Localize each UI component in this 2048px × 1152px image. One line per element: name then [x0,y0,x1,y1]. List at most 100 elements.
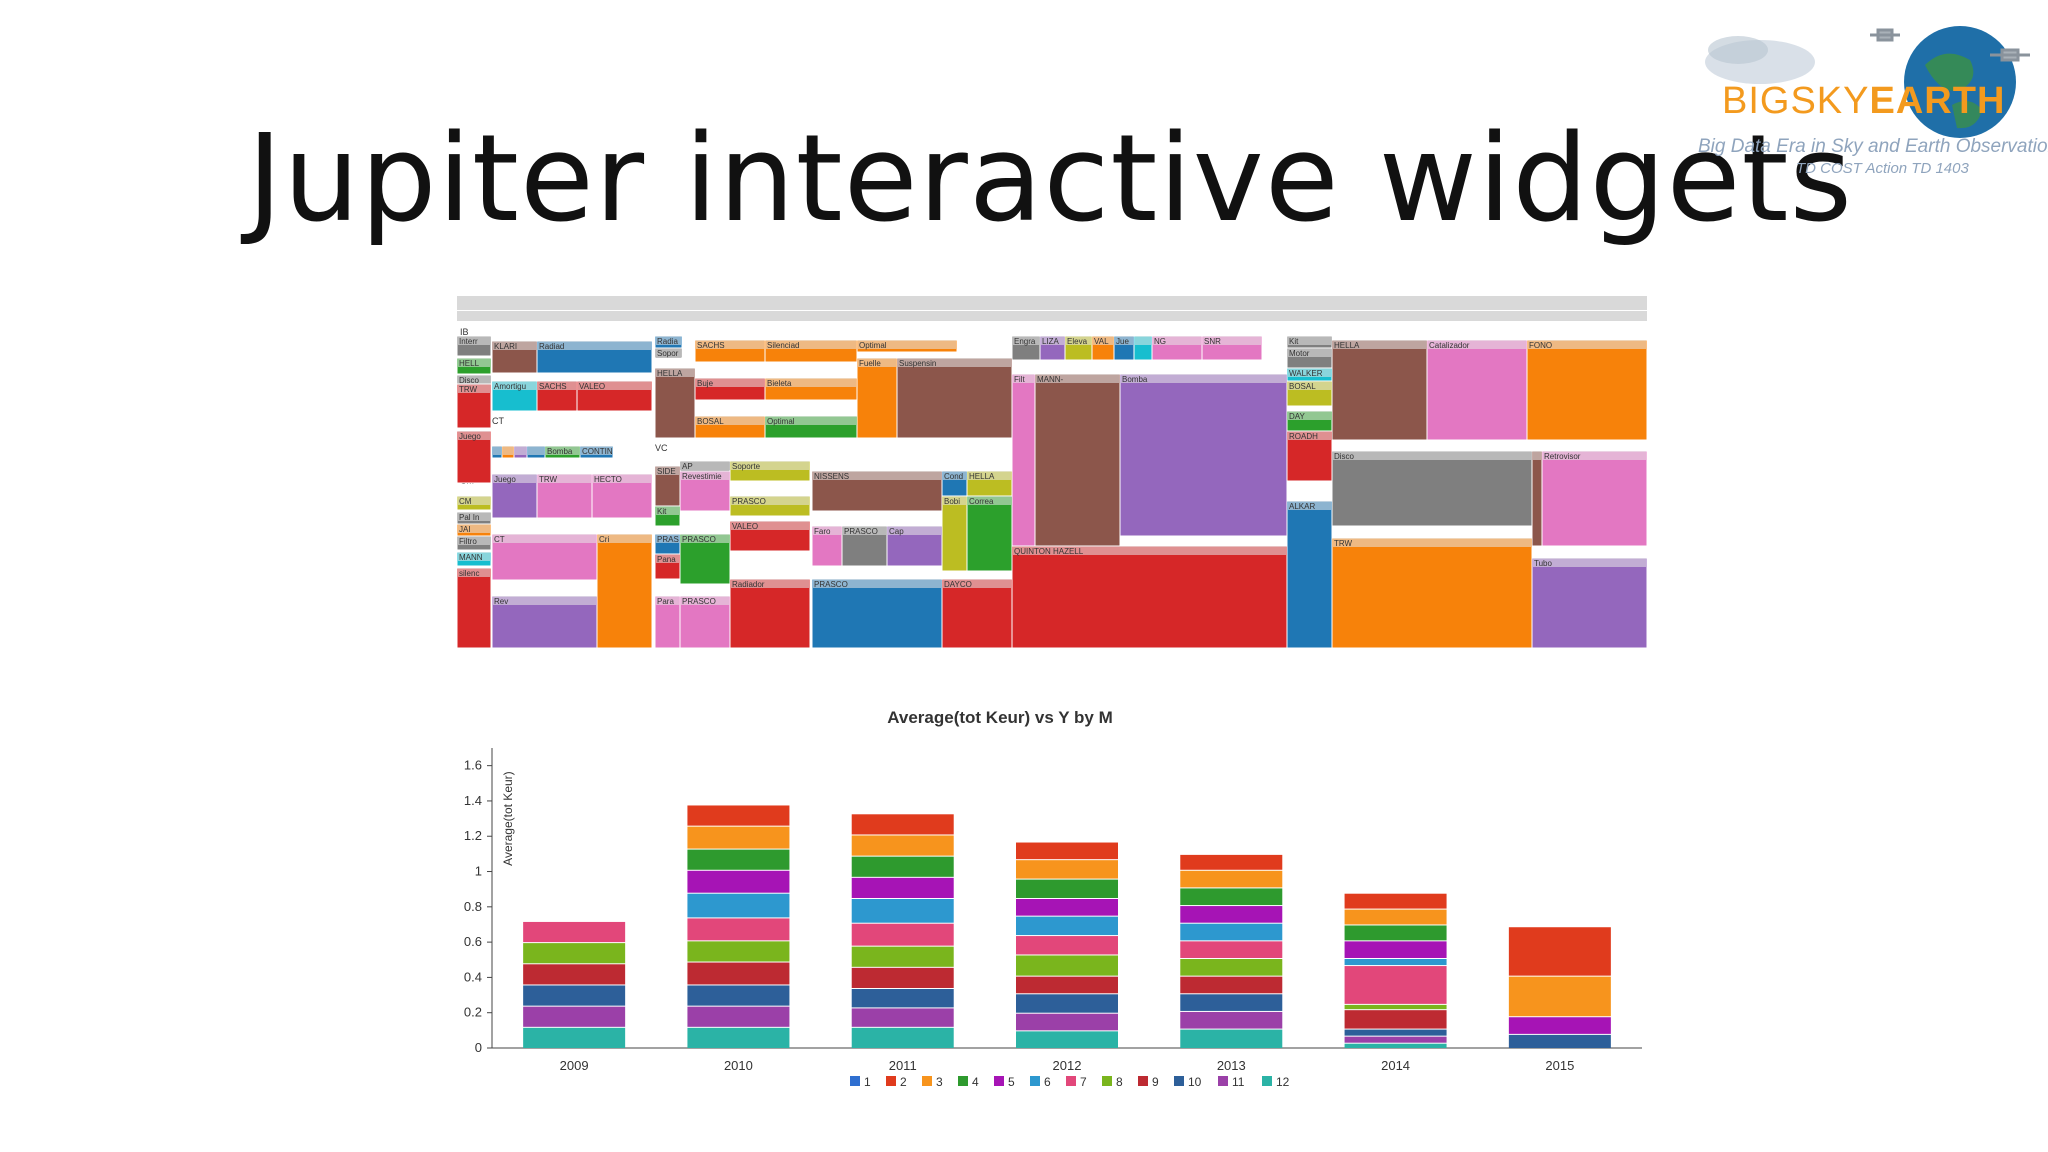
treemap-cell[interactable]: QUINTON HAZELL [1011,545,1288,649]
legend-item[interactable]: 1 [850,1075,871,1089]
stacked-bar-chart[interactable]: Average(tot Keur) vs Y by M 0 0.2 0.4 0.6 0.8… [440,700,1700,1100]
treemap-cell[interactable]: Eleva [1064,335,1093,361]
bar-segment[interactable] [1344,1036,1447,1043]
bar-segment[interactable] [1508,1017,1611,1034]
bar-segment[interactable] [1180,941,1283,958]
treemap-cell[interactable]: Disco [1331,450,1533,527]
treemap-cell[interactable]: Radiad [536,340,653,374]
bar-segment[interactable] [1344,1043,1447,1048]
legend-item[interactable]: 7 [1066,1075,1087,1089]
legend-item[interactable]: 2 [886,1075,907,1089]
bar-segment[interactable] [523,1027,626,1048]
treemap-cell[interactable]: HELL [456,357,492,375]
treemap-cell[interactable]: DAY [1286,410,1333,432]
treemap-cell[interactable]: Filtro [456,535,492,551]
bar-segment[interactable] [1016,994,1118,1013]
bar-segment[interactable] [1344,893,1447,909]
treemap-cell[interactable] [526,445,546,459]
bar-segment[interactable] [851,946,954,967]
bar-segment[interactable] [1344,1010,1447,1029]
treemap-header-bar[interactable] [457,296,1647,306]
bar-segment[interactable] [1508,927,1611,976]
bar-segment[interactable] [1016,1031,1118,1048]
treemap-cell[interactable]: SNR [1201,335,1263,361]
treemap-cell[interactable]: silenc [456,567,492,649]
treemap-cell[interactable]: HELLA [654,367,696,439]
treemap-cell[interactable]: Rev [491,595,598,649]
bar-segment[interactable] [851,814,954,835]
treemap-cell[interactable]: BOSAL [1286,380,1333,407]
bar-segment[interactable] [1508,976,1611,1017]
treemap-cell[interactable]: HELLA [1331,339,1428,441]
bar-segment[interactable] [1180,906,1283,923]
treemap-header-bar[interactable] [652,311,1012,321]
bar-segment[interactable] [687,826,790,849]
treemap-cell[interactable]: MANN- [1034,373,1121,555]
treemap-cell[interactable]: PRASCO [811,578,943,649]
bar-segment[interactable] [1180,854,1283,870]
treemap-cell[interactable]: Retrovisor [1541,450,1648,547]
treemap-cell[interactable]: TRW [536,473,593,519]
treemap-cell[interactable]: Optimal [764,415,858,439]
legend-item[interactable]: 6 [1030,1075,1051,1089]
bar-segment[interactable] [851,967,954,988]
bar-segment[interactable] [1016,899,1118,916]
bar-segment[interactable] [687,985,790,1006]
legend-item[interactable]: 4 [958,1075,979,1089]
treemap-cell[interactable] [1531,450,1543,547]
legend-item[interactable]: 8 [1102,1075,1123,1089]
treemap-cell[interactable]: PRASCO [679,533,731,585]
treemap-cell[interactable]: Bieleta [764,377,858,401]
bar-segment[interactable] [1180,959,1283,976]
treemap-cell[interactable]: Tubo [1531,557,1648,649]
treemap-cell[interactable]: CONTIN [579,445,614,459]
bar-segment[interactable] [1016,879,1118,898]
bar-segment[interactable] [687,941,790,962]
treemap-cell[interactable]: BOSAL [694,415,766,439]
treemap-cell[interactable]: Bomba [544,445,581,459]
treemap-cell[interactable]: Fuelle [856,357,898,439]
treemap-cell[interactable]: NG [1151,335,1203,361]
bar-segment[interactable] [687,849,790,870]
treemap-cell[interactable]: Radia [654,335,683,349]
treemap-cell[interactable]: TRW [456,383,492,429]
bar-segment[interactable] [523,985,626,1006]
treemap-cell[interactable]: VALEO [729,520,811,552]
legend-item[interactable]: 3 [922,1075,943,1089]
treemap-cell[interactable] [491,445,503,459]
treemap-cell[interactable]: Suspensin [896,357,1013,439]
bar-segment[interactable] [851,835,954,856]
treemap-cell[interactable]: JAI [456,523,492,537]
bar-segment[interactable] [851,1027,954,1048]
treemap-cell[interactable]: Juego [456,430,492,484]
treemap-cell[interactable]: Buje [694,377,766,401]
treemap-cell[interactable]: Motor [1286,347,1333,369]
bar-segment[interactable] [687,918,790,941]
treemap-cell[interactable]: Para [654,595,681,649]
treemap-cell[interactable]: Kit [1286,335,1333,349]
bar-segment[interactable] [523,1006,626,1027]
treemap-cell[interactable]: PRASCO [729,495,811,517]
treemap-cell[interactable]: Faro [811,525,843,567]
bar-segment[interactable] [687,805,790,826]
treemap-widget[interactable]: AllGAIBPVVCMANCTCMInterrHELLDiscoTRWJueg… [456,296,1648,649]
bar-segment[interactable] [1344,925,1447,941]
bar-segment[interactable] [687,893,790,918]
treemap-cell[interactable]: Interr [456,335,492,357]
bar-segment[interactable] [1344,1004,1447,1010]
treemap-cell[interactable]: CM [456,495,492,511]
treemap-cell[interactable]: Bomba [1119,373,1288,537]
legend-item[interactable]: 12 [1262,1075,1290,1089]
legend-item[interactable]: 9 [1138,1075,1159,1089]
bar-segment[interactable] [1508,1034,1611,1048]
treemap-cell[interactable]: SACHS [536,380,578,412]
bar-segment[interactable] [851,856,954,877]
treemap-header-bar[interactable] [1012,311,1287,321]
bar-segment[interactable] [1344,909,1447,925]
treemap-cell[interactable]: Radiador [729,578,811,649]
bar-segment[interactable] [1180,1011,1283,1029]
treemap-cell[interactable] [501,445,515,459]
bar-segment[interactable] [1180,870,1283,888]
treemap-cell[interactable]: Filt [1011,373,1036,555]
treemap-cell[interactable]: PRAS [654,533,681,555]
